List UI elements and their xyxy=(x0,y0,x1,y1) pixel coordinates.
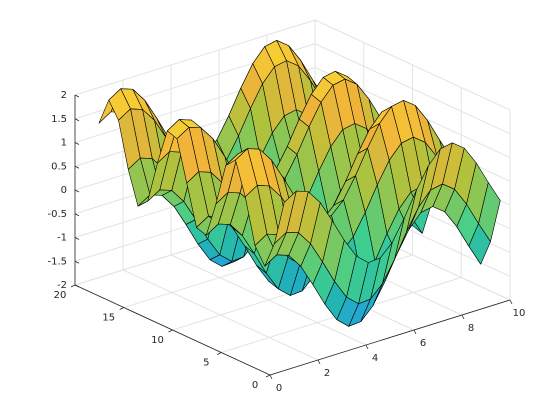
y-tick xyxy=(168,329,173,333)
x-axis-line xyxy=(269,299,511,376)
y-tick xyxy=(265,374,271,378)
z-tick xyxy=(74,189,80,193)
y-tick-label: 10 xyxy=(151,335,164,346)
x-tick xyxy=(509,299,513,305)
z-tick-label: -1 xyxy=(57,233,67,244)
grid-line xyxy=(74,19,316,96)
y-tick-label: 20 xyxy=(54,290,67,301)
y-tick-label: 0 xyxy=(252,380,258,391)
surface-patch xyxy=(274,190,297,244)
x-tick xyxy=(317,359,321,365)
z-tick xyxy=(74,165,80,169)
z-tick-label: 0 xyxy=(61,185,67,196)
x-tick-label: 4 xyxy=(372,353,378,364)
z-tick xyxy=(74,284,80,288)
z-tick-label: -1.5 xyxy=(47,256,67,267)
y-tick-label: 15 xyxy=(102,313,115,324)
y-tick-label: 5 xyxy=(203,358,209,369)
x-tick xyxy=(461,314,465,320)
surface xyxy=(98,40,501,327)
z-tick-label: -0.5 xyxy=(47,209,67,220)
y-tick xyxy=(119,307,124,310)
x-tick-label: 10 xyxy=(513,308,526,319)
z-tick xyxy=(74,237,80,240)
z-tick xyxy=(74,213,80,217)
y-tick xyxy=(70,284,76,288)
z-tick xyxy=(74,94,80,98)
z-tick xyxy=(74,142,80,145)
grid-line xyxy=(314,19,511,111)
y-tick xyxy=(217,352,222,355)
x-tick xyxy=(269,374,273,380)
x-tick-label: 6 xyxy=(420,338,426,349)
z-tick-label: 0.5 xyxy=(51,161,67,172)
x-tick-label: 2 xyxy=(324,368,330,379)
z-tick-label: 1.5 xyxy=(51,114,67,125)
z-tick xyxy=(74,118,80,122)
x-tick xyxy=(413,329,417,335)
grid-line xyxy=(314,43,511,135)
z-tick-label: 2 xyxy=(61,90,67,101)
x-tick-label: 0 xyxy=(276,383,282,394)
z-tick-label: -2 xyxy=(57,280,67,291)
z-tick-label: 1 xyxy=(61,138,67,149)
x-tick-label: 8 xyxy=(468,323,474,334)
z-tick xyxy=(74,260,80,264)
x-tick xyxy=(365,344,369,350)
